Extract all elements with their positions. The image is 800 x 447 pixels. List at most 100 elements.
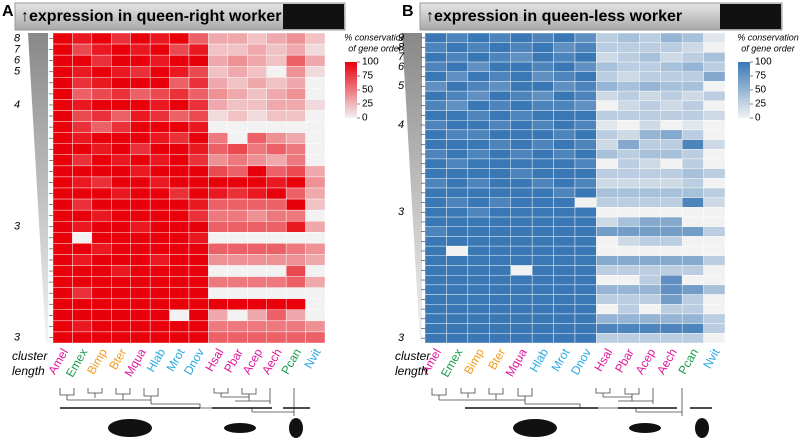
heatmap-cell — [169, 154, 190, 167]
heatmap-cell — [531, 313, 554, 324]
heatmap-cell — [266, 132, 287, 144]
heatmap-cell — [531, 294, 554, 305]
heatmap-cell — [596, 178, 619, 189]
heatmap-cell — [660, 294, 683, 305]
heatmap-cell — [208, 287, 229, 299]
heatmap-cell — [510, 236, 533, 247]
heatmap-cell — [446, 245, 469, 257]
heatmap-cell — [446, 178, 469, 189]
heatmap-cell — [703, 32, 726, 43]
heatmap-cell — [285, 99, 306, 111]
heatmap-cell — [266, 165, 287, 178]
heatmap-cell — [169, 110, 190, 122]
heatmap-cell — [510, 284, 533, 295]
heatmap-cell — [52, 99, 73, 111]
heatmap-cell — [266, 320, 287, 333]
heatmap-cell — [72, 243, 93, 255]
heatmap-cell — [467, 71, 490, 82]
heatmap-cell — [208, 187, 229, 200]
heatmap-cell — [266, 209, 287, 222]
heatmap-cell — [510, 207, 533, 218]
heatmap-cell — [446, 71, 469, 82]
heatmap-cell — [446, 32, 469, 43]
heatmap-cell — [169, 287, 190, 299]
column-label: Hlab — [527, 346, 552, 375]
heatmap-cell — [91, 165, 112, 178]
heatmap-cell — [446, 139, 469, 150]
heatmap-cell — [130, 254, 151, 266]
heatmap-cell — [510, 226, 533, 237]
heatmap-cell — [531, 274, 554, 286]
heatmap-cell — [489, 197, 511, 208]
heatmap-cell — [72, 176, 93, 189]
heatmap-cell — [52, 298, 73, 310]
heatmap-cell — [510, 32, 533, 43]
heatmap-cell — [72, 143, 93, 155]
heatmap-cell — [639, 90, 661, 102]
heatmap-cell — [446, 323, 469, 334]
heatmap-cell — [596, 197, 619, 208]
heatmap-cell — [149, 176, 170, 189]
heatmap-cell — [489, 119, 511, 131]
heatmap-cell — [424, 216, 447, 227]
heatmap-cell — [467, 323, 490, 334]
row-label: 5 — [398, 80, 405, 92]
heatmap-cell — [574, 32, 597, 43]
heatmap-cell — [531, 119, 554, 131]
heatmap-cell — [188, 110, 209, 122]
column-label: Hlab — [144, 346, 169, 375]
cluster-wedge — [402, 33, 422, 343]
heatmap-cell — [553, 304, 576, 315]
heatmap-cell — [247, 99, 267, 111]
heatmap-cell — [305, 276, 326, 288]
heatmap-cell — [91, 243, 112, 255]
column-label: Acep — [633, 346, 659, 377]
heatmap-cell — [208, 88, 229, 100]
heatmap-cell — [130, 43, 151, 56]
heatmap-cell — [305, 121, 326, 133]
heatmap-cell — [266, 176, 287, 189]
heatmap-cell — [553, 90, 576, 102]
heatmap-cell — [446, 207, 469, 218]
heatmap-cell — [489, 323, 511, 334]
heatmap-cell — [681, 226, 704, 237]
heatmap-cell — [660, 207, 683, 218]
heatmap-cell — [247, 121, 267, 133]
heatmap-cell — [681, 90, 704, 102]
heatmap-cell — [510, 265, 533, 276]
heatmap-cell — [52, 110, 73, 122]
heatmap-cell — [208, 121, 229, 133]
heatmap-cell — [208, 298, 229, 310]
heatmap-cell — [52, 320, 73, 333]
heatmap-cell — [596, 129, 619, 140]
heatmap-cell — [489, 90, 511, 102]
heatmap-cell — [639, 313, 661, 324]
heatmap-cell — [574, 197, 597, 208]
heatmap-cell — [531, 333, 554, 344]
heatmap-cell — [149, 198, 170, 211]
heatmap-cell — [130, 287, 151, 299]
heatmap-cell — [188, 298, 209, 310]
heatmap-cell — [52, 32, 73, 45]
heatmap-cell — [227, 66, 248, 78]
heatmap-cell — [111, 320, 131, 333]
heatmap-cell — [703, 216, 726, 227]
heatmap-cell — [596, 149, 619, 160]
heatmap-cell — [227, 121, 248, 133]
heatmap-cell — [188, 54, 209, 67]
heatmap-cell — [617, 216, 640, 227]
heatmap-cell — [111, 132, 131, 144]
heatmap-cell — [247, 54, 267, 67]
heatmap-cell — [574, 265, 597, 276]
heatmap-cell — [266, 198, 287, 211]
heatmap-cell — [574, 207, 597, 218]
heatmap-cell — [227, 176, 248, 189]
heatmap-cell — [208, 176, 229, 189]
heatmap-cell — [188, 276, 209, 288]
heatmap-cell — [149, 309, 170, 322]
heatmap-cell — [489, 139, 511, 150]
heatmap-cell — [52, 176, 73, 189]
heatmap-cell — [285, 54, 306, 67]
heatmap-cell — [617, 274, 640, 286]
heatmap-cell — [510, 71, 533, 82]
